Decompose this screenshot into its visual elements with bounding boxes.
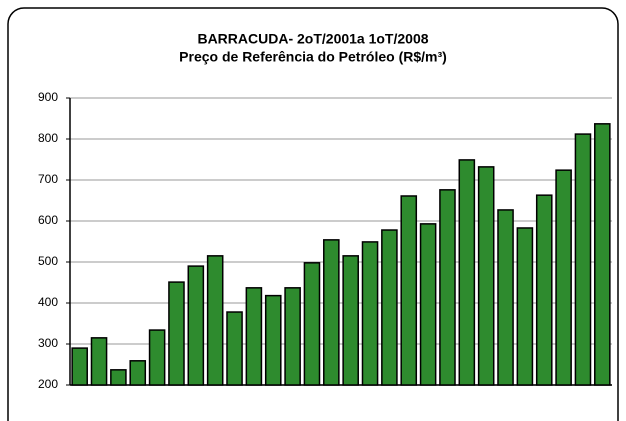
- bar: [323, 239, 340, 386]
- bar: [458, 159, 476, 386]
- bar: [245, 287, 263, 386]
- y-tick-label: 200: [38, 377, 58, 391]
- chart-subtitle: Preço de Referência do Petróleo (R$/m³): [179, 49, 447, 65]
- bar: [187, 265, 205, 386]
- y-tick-label: 600: [38, 213, 58, 227]
- bar: [381, 229, 398, 386]
- bar: [535, 194, 553, 386]
- y-tick-label: 700: [38, 172, 58, 186]
- bar: [206, 255, 224, 386]
- y-tick-label: 300: [38, 336, 58, 350]
- bar: [516, 227, 534, 386]
- bar: [71, 347, 88, 386]
- y-tick-label: 800: [38, 131, 58, 145]
- bar: [168, 281, 185, 386]
- bar: [226, 311, 243, 386]
- bar: [129, 360, 147, 386]
- bar: [361, 241, 379, 386]
- bar: [303, 262, 321, 386]
- bar: [264, 294, 282, 386]
- bar: [497, 209, 514, 386]
- y-tick-label: 500: [38, 254, 58, 268]
- bar: [90, 337, 108, 386]
- bar: [400, 195, 418, 386]
- bar: [110, 369, 127, 386]
- bar: [555, 169, 572, 386]
- chart-title: BARRACUDA- 2oT/2001a 1oT/2008: [197, 31, 428, 47]
- bar: [419, 223, 437, 386]
- bar: [284, 287, 301, 386]
- bar: [477, 166, 495, 386]
- bar: [574, 133, 592, 386]
- y-tick-label: 900: [38, 90, 58, 104]
- bar: [148, 329, 166, 386]
- y-tick-label: 400: [38, 295, 58, 309]
- bar: [439, 189, 456, 386]
- bar: [594, 123, 611, 386]
- bar: [342, 255, 359, 386]
